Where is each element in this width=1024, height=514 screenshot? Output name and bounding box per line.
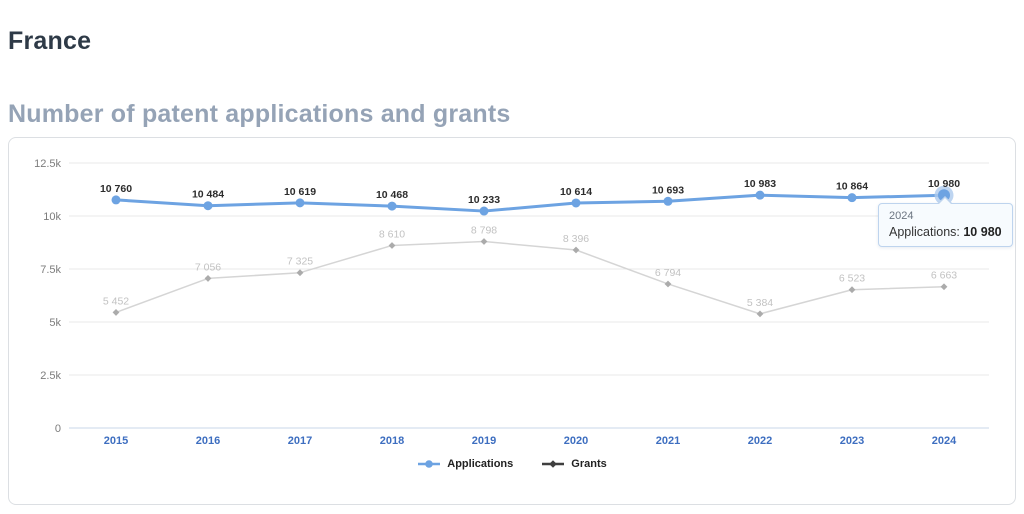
chart-legend: Applications Grants	[9, 458, 1015, 470]
applications-value-label: 10 864	[836, 181, 868, 193]
applications-point[interactable]	[479, 206, 489, 216]
tooltip-year: 2024	[889, 210, 914, 222]
y-axis-tick-label: 5k	[49, 317, 61, 329]
y-axis-tick-label: 7.5k	[40, 264, 61, 276]
tooltip-value: 10 980	[963, 225, 1002, 239]
applications-value-label: 10 468	[376, 189, 408, 201]
applications-value-label: 10 233	[468, 194, 500, 206]
x-axis-tick-label-2016[interactable]: 2016	[196, 435, 220, 447]
grants-line[interactable]	[115, 240, 945, 315]
grants-point[interactable]	[480, 238, 488, 245]
applications-point[interactable]	[111, 195, 121, 205]
grants-point[interactable]	[848, 286, 856, 294]
y-axis-tick-label: 2.5k	[40, 370, 61, 382]
applications-value-label: 10 484	[192, 189, 224, 201]
applications-line[interactable]	[115, 193, 945, 213]
x-axis-tick-label-2024[interactable]: 2024	[932, 435, 957, 447]
grants-legend-marker	[541, 459, 565, 469]
applications-value-label: 10 693	[652, 184, 684, 196]
applications-value-label: 10 980	[928, 178, 960, 190]
grants-value-label: 5 384	[747, 297, 773, 309]
page-title: France	[8, 27, 92, 55]
grants-point[interactable]	[388, 242, 396, 249]
legend-label-applications: Applications	[447, 458, 514, 470]
line-chart[interactable]: 12.5k 10k 7.5k 5k 2.5k 0 2015 2016 2017 2018 2019 2…	[9, 138, 1015, 452]
applications-point[interactable]	[663, 196, 673, 206]
x-axis-tick-label-2019[interactable]: 2019	[472, 435, 496, 447]
grants-point[interactable]	[572, 246, 580, 254]
applications-point[interactable]	[387, 201, 397, 211]
grants-point[interactable]	[756, 310, 764, 318]
y-axis-tick-label: 0	[55, 423, 61, 435]
grants-value-label: 6 794	[655, 267, 681, 279]
grants-point[interactable]	[664, 280, 672, 288]
x-axis-tick-label-2015[interactable]: 2015	[104, 435, 128, 447]
applications-point[interactable]	[295, 198, 305, 208]
legend-item-grants[interactable]: Grants	[541, 458, 607, 470]
x-axis-tick-label-2021[interactable]: 2021	[656, 435, 680, 447]
grants-value-label: 6 663	[931, 270, 957, 282]
x-axis-tick-label-2022[interactable]: 2022	[748, 435, 772, 447]
grants-value-label: 7 325	[287, 256, 313, 268]
legend-label-grants: Grants	[571, 458, 607, 470]
chart-tooltip: 2024 Applications: 10 980	[878, 196, 1013, 247]
applications-value-label: 10 619	[284, 186, 316, 198]
tooltip-value-line: Applications: 10 980	[889, 225, 1002, 239]
x-axis-tick-label-2020[interactable]: 2020	[564, 435, 588, 447]
grants-point[interactable]	[112, 309, 120, 316]
y-axis-tick-label: 10k	[43, 211, 61, 223]
chart-subtitle: Number of patent applications and grants	[8, 100, 511, 128]
legend-item-applications[interactable]: Applications	[417, 458, 513, 470]
grants-value-label: 6 523	[839, 273, 865, 285]
x-axis-tick-label-2018[interactable]: 2018	[380, 435, 404, 447]
grants-value-label: 7 056	[195, 261, 221, 273]
applications-point[interactable]	[571, 198, 581, 208]
applications-point[interactable]	[847, 193, 857, 203]
applications-value-label: 10 983	[744, 178, 776, 190]
applications-point[interactable]	[203, 201, 213, 211]
grants-point[interactable]	[940, 283, 948, 291]
grants-value-label: 8 798	[471, 224, 497, 236]
grants-value-label: 5 452	[103, 295, 129, 307]
tooltip-series-label: Applications:	[889, 225, 960, 239]
chart-card: 12.5k 10k 7.5k 5k 2.5k 0 2015 2016 2017 2018 2019 2…	[8, 137, 1016, 505]
grants-value-label: 8 396	[563, 233, 589, 245]
grants-point[interactable]	[204, 275, 212, 282]
applications-legend-marker	[417, 459, 441, 469]
applications-value-label: 10 760	[100, 183, 132, 195]
applications-point[interactable]	[755, 190, 765, 200]
applications-value-label: 10 614	[560, 186, 592, 198]
grants-value-label: 8 610	[379, 228, 405, 240]
y-axis-tick-label: 12.5k	[34, 158, 61, 170]
x-axis-tick-label-2017[interactable]: 2017	[288, 435, 312, 447]
x-axis-tick-label-2023[interactable]: 2023	[840, 435, 864, 447]
grants-point[interactable]	[296, 269, 304, 277]
